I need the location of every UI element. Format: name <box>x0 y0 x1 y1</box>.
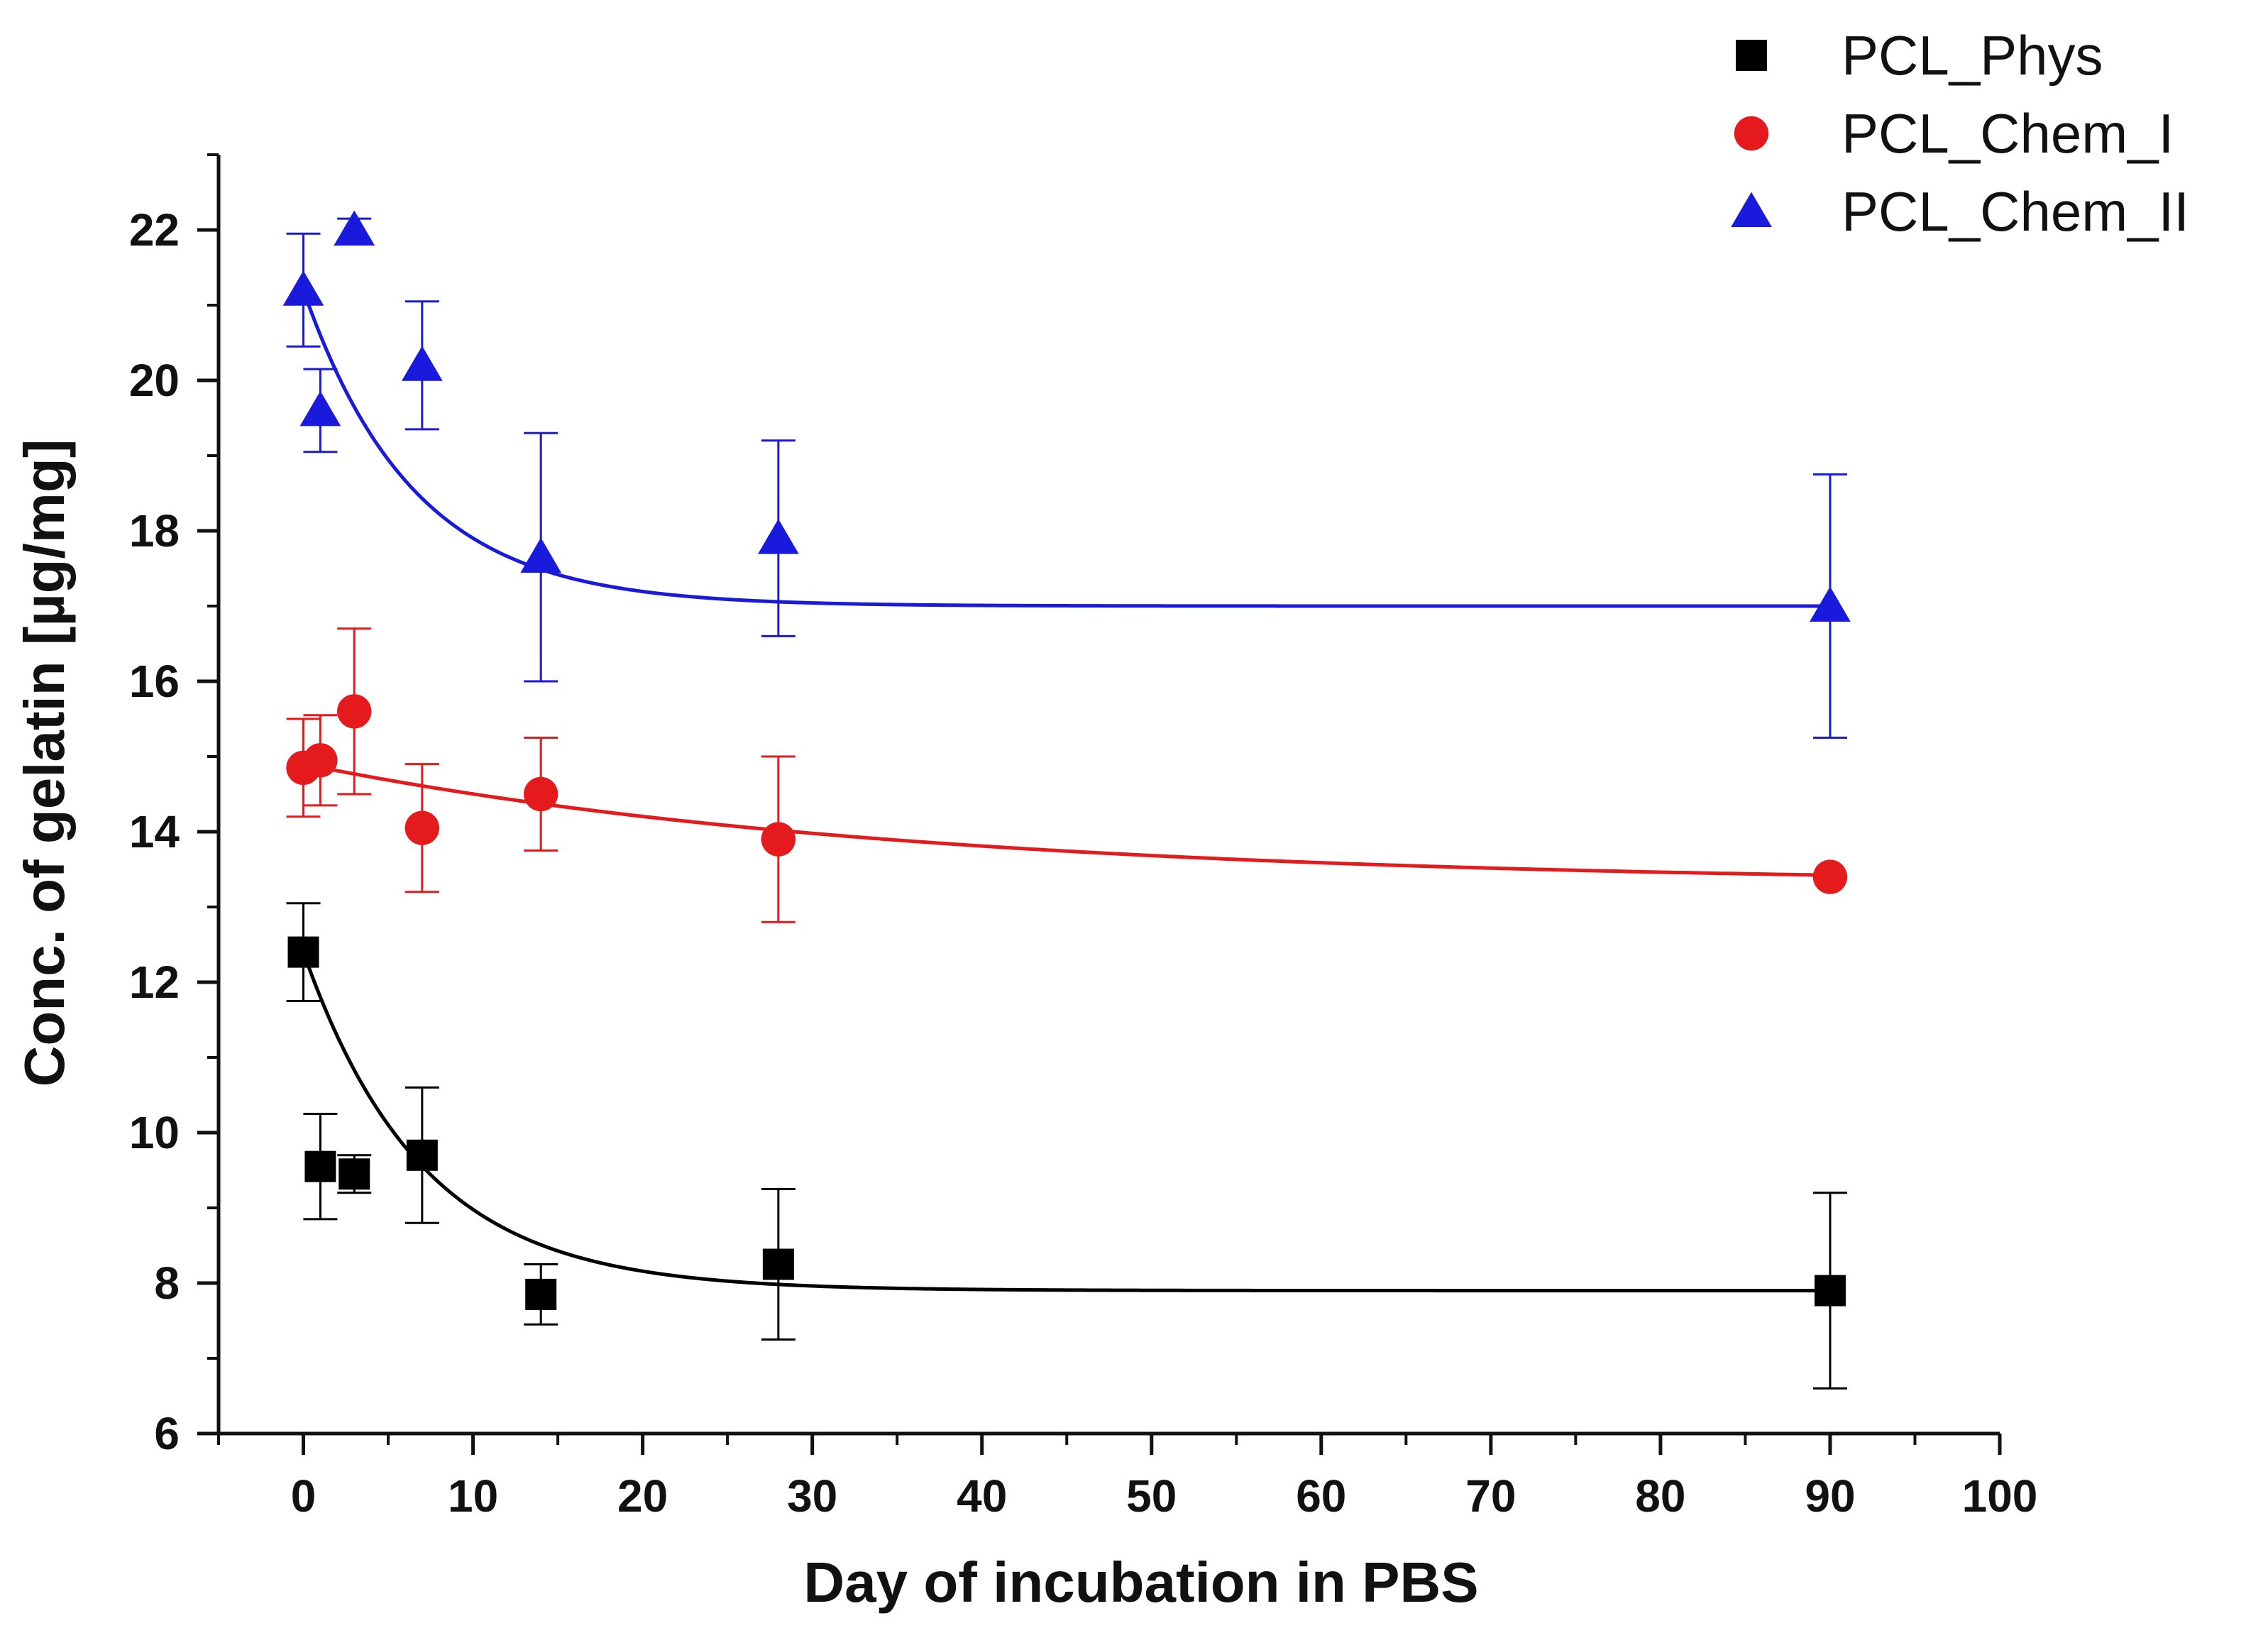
x-tick-label: 30 <box>787 1470 837 1522</box>
x-tick-label: 0 <box>291 1470 316 1522</box>
legend-marker-pcl-chem-ii <box>1731 192 1772 227</box>
data-point-pcl-chem-ii <box>1810 586 1851 622</box>
markers-layer <box>282 210 1851 1310</box>
y-tick-label: 10 <box>129 1107 180 1158</box>
y-tick-label: 20 <box>129 355 180 406</box>
x-tick-label: 70 <box>1465 1470 1516 1522</box>
data-point-pcl-phys <box>287 936 319 968</box>
fit-curve-pcl-chem-i <box>303 762 1830 877</box>
legend-entry-pcl-chem-i: PCL_Chem_I <box>1734 102 2174 165</box>
legend-entry-pcl-phys: PCL_Phys <box>1736 24 2103 87</box>
y-tick-label: 12 <box>129 957 180 1008</box>
y-tick-label: 8 <box>154 1258 180 1309</box>
data-point-pcl-phys <box>338 1158 370 1190</box>
legend-label-pcl-chem-i: PCL_Chem_I <box>1842 102 2174 165</box>
fit-curve-pcl-phys <box>302 951 1830 1293</box>
legend-label-pcl-chem-ii: PCL_Chem_II <box>1842 180 2189 243</box>
data-point-pcl-chem-ii <box>401 346 443 381</box>
data-point-pcl-chem-ii <box>334 210 375 246</box>
data-point-pcl-chem-i <box>337 694 372 729</box>
x-tick-label: 100 <box>1962 1470 2038 1522</box>
legend-entry-pcl-chem-ii: PCL_Chem_II <box>1731 180 2189 243</box>
data-point-pcl-phys <box>1814 1275 1846 1307</box>
y-axis-title: Conc. of gelatin [µg/mg] <box>13 439 76 1087</box>
data-point-pcl-phys <box>304 1150 336 1182</box>
x-tick-label: 20 <box>617 1470 668 1522</box>
y-tick-label: 16 <box>129 656 180 707</box>
data-point-pcl-chem-i <box>761 822 796 857</box>
y-tick-label: 22 <box>129 204 180 255</box>
legend: PCL_Phys PCL_Chem_I PCL_Chem_II <box>1731 24 2189 243</box>
error-bars-layer <box>286 217 1847 1390</box>
y-tick-label: 6 <box>154 1408 180 1459</box>
x-tick-label: 50 <box>1126 1470 1177 1522</box>
x-tick-label: 90 <box>1805 1470 1855 1522</box>
data-point-pcl-chem-i <box>523 776 558 812</box>
legend-marker-pcl-chem-i <box>1734 116 1769 151</box>
data-point-pcl-phys <box>762 1248 794 1280</box>
x-axis-title: Day of incubation in PBS <box>803 1551 1478 1614</box>
legend-label-pcl-phys: PCL_Phys <box>1842 24 2103 87</box>
data-point-pcl-chem-i <box>303 743 338 778</box>
data-point-pcl-chem-ii <box>757 519 799 554</box>
fit-curve-pcl-chem-ii <box>302 289 1830 608</box>
x-tick-label: 10 <box>448 1470 498 1522</box>
data-point-pcl-chem-ii <box>299 390 341 427</box>
y-tick-label: 18 <box>129 505 180 556</box>
data-point-pcl-phys <box>406 1139 438 1171</box>
data-point-pcl-chem-i <box>404 810 440 845</box>
axes-layer: 0 10 20 30 40 50 60 70 80 90 100 6 8 10 12 14 16 18 20 22 <box>129 153 2038 1522</box>
data-point-pcl-chem-i <box>1812 859 1848 894</box>
x-tick-label: 40 <box>957 1470 1007 1522</box>
x-tick-label: 80 <box>1635 1470 1685 1522</box>
x-tick-label: 60 <box>1296 1470 1346 1522</box>
data-point-pcl-chem-ii <box>282 270 324 306</box>
fit-curves-layer <box>302 289 1830 1293</box>
data-point-pcl-chem-ii <box>520 537 562 573</box>
data-point-pcl-phys <box>525 1278 557 1310</box>
y-tick-label: 14 <box>129 806 180 857</box>
legend-marker-pcl-phys <box>1736 40 1767 71</box>
